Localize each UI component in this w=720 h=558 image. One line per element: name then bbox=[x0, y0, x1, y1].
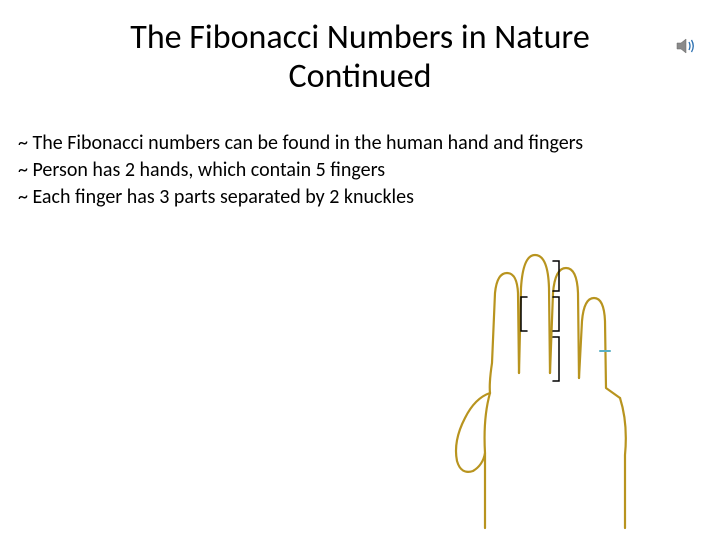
content-area: ~ The Fibonacci numbers can be found in … bbox=[0, 130, 720, 211]
title-line2: Continued bbox=[288, 56, 431, 97]
page-title: The Fibonacci Numbers in Nature Continue… bbox=[0, 18, 720, 96]
bullet-item: ~ Person has 2 hands, which contain 5 fi… bbox=[18, 157, 702, 184]
title-line1: The Fibonacci Numbers in Nature bbox=[130, 17, 590, 58]
hand-drawing bbox=[445, 243, 665, 533]
bullet-item: ~ The Fibonacci numbers can be found in … bbox=[18, 130, 702, 157]
bullet-item: ~ Each finger has 3 parts separated by 2… bbox=[18, 184, 702, 211]
speaker-icon bbox=[676, 36, 698, 56]
